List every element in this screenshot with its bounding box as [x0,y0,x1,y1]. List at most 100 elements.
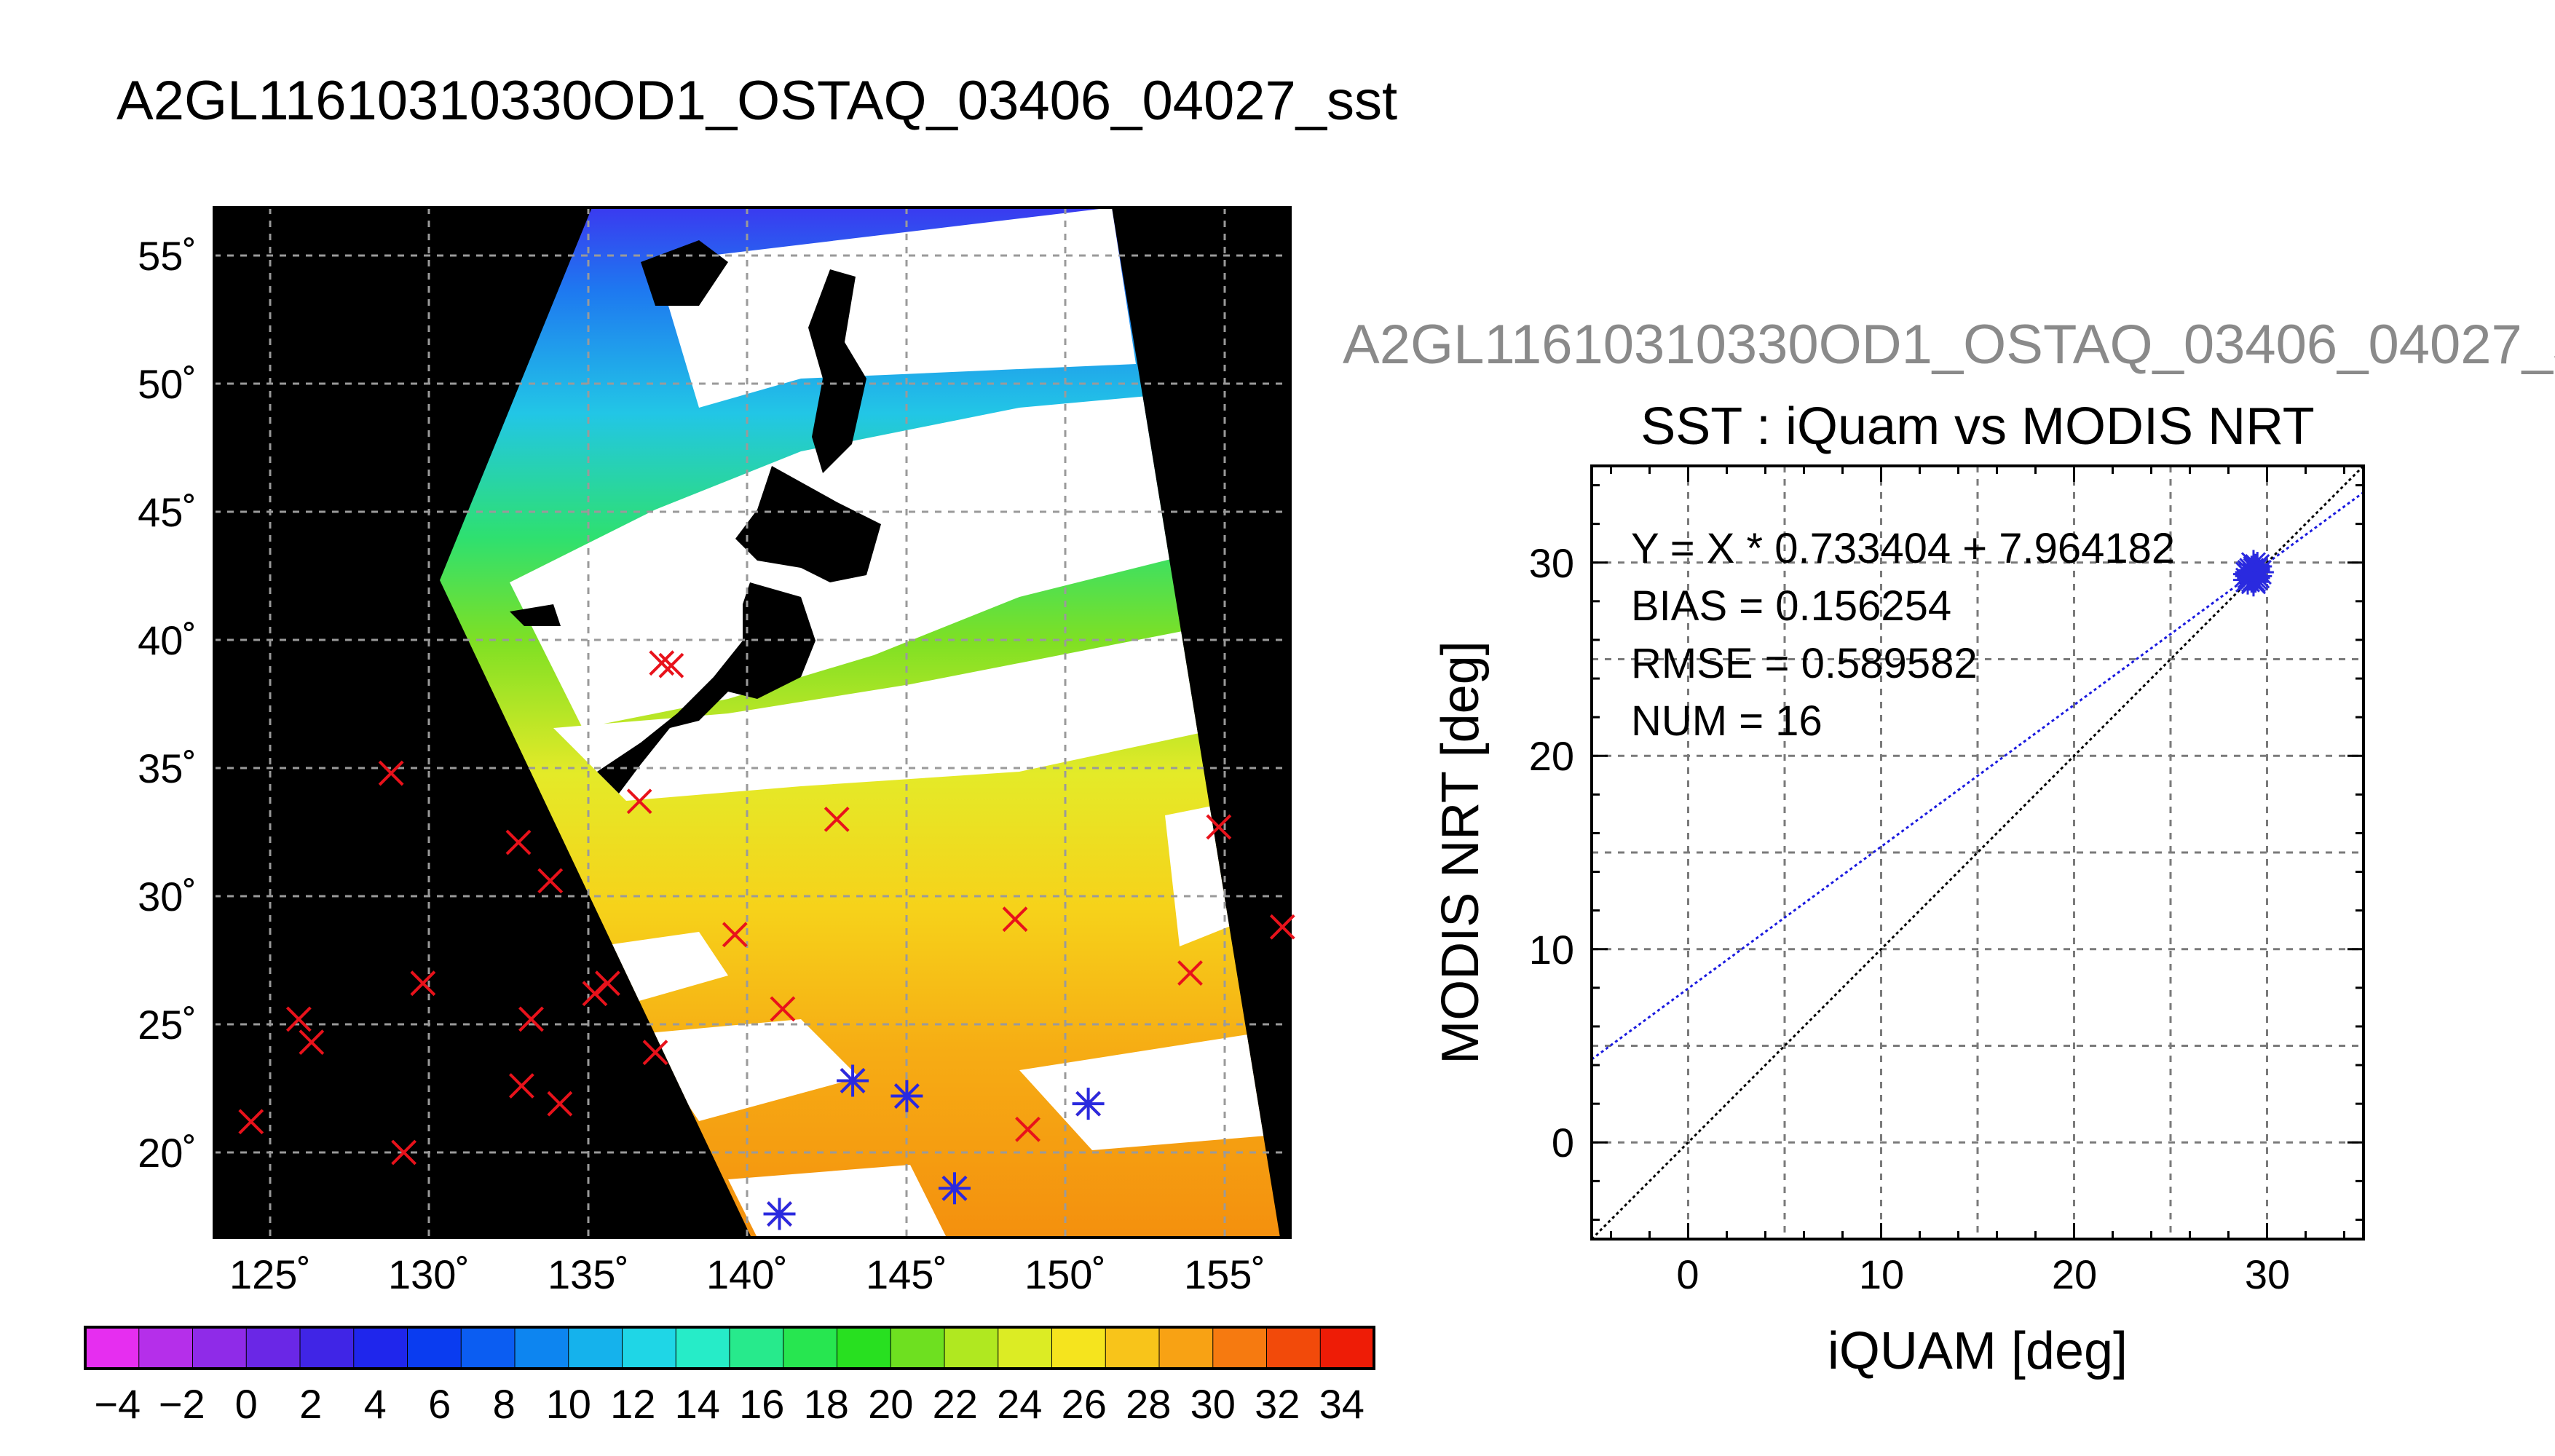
scatter-frame [1590,464,2365,1241]
buoy-marker [649,650,675,676]
match-marker [1072,1088,1105,1120]
colorbar-cell [890,1326,945,1369]
colorbar-tick-label: 12 [610,1381,655,1427]
colorbar-tick-label: 4 [364,1381,387,1427]
lat-tick: 30˚ [138,874,197,919]
cloud-cover [510,207,1267,1238]
buoy-marker [505,829,532,855]
main-title: A2GL11610310330OD1_OSTAQ_03406_04027_sst [117,70,1398,132]
x-tick: 30 [2245,1251,2290,1297]
colorbar-cell [783,1326,838,1369]
match-marker [938,1172,971,1205]
map-frame [213,206,1292,1239]
buoy-marker [642,1040,668,1066]
colorbar-cell [84,1326,140,1369]
colorbar-cell [407,1326,462,1369]
match-marker [837,1064,869,1097]
buoy-marker [378,760,404,786]
x-tick: 0 [1676,1251,1699,1297]
lat-tick: 50˚ [138,361,197,407]
match-marker [763,1198,796,1230]
colorbar-tick-label: 28 [1126,1381,1171,1427]
colorbar-tick-label: 8 [493,1381,516,1427]
colorbar-tick-label: 2 [299,1381,322,1427]
buoy-marker [1177,960,1203,986]
identity-line [1592,466,2364,1239]
buoy-marker [658,652,684,678]
buoy-marker [537,868,564,894]
colorbar-cell [944,1326,999,1369]
buoy-marker [391,1139,417,1166]
colorbar-tick-label: 16 [739,1381,784,1427]
lon-tick-labels: 125˚ 130˚ 135˚ 140˚ 145˚ 150˚ 155˚ [229,1251,1265,1297]
japan-land [510,240,881,794]
lon-tick: 155˚ [1184,1251,1265,1297]
buoy-marker [285,1006,312,1032]
colorbar-cell [192,1326,248,1369]
buoy-marker [238,1109,264,1135]
scatter-lines [1592,466,2364,1239]
scatter-points [2233,550,2274,597]
buoy-marker [508,1073,534,1099]
colorbar-labels: −4 −2 0 2 4 6 8 10 12 14 16 18 20 22 24 26 28 30 32 34 [94,1381,1365,1427]
colorbar-cell [675,1326,730,1369]
colorbar-tick-label: 14 [675,1381,720,1427]
colorbar-tick-label: −2 [159,1381,205,1427]
buoy-marker [518,1006,544,1032]
lat-tick: 20˚ [138,1130,197,1176]
buoy-marker [595,970,620,997]
lon-tick: 135˚ [548,1251,629,1297]
colorbar-cell [1105,1326,1160,1369]
colorbar-tick-label: 0 [235,1381,258,1427]
buoy-marker [582,981,608,1007]
scatter-file-title: A2GL11610310330OD1_OSTAQ_03406_04027_s [1343,314,2555,376]
scatter-gridlines [1592,466,2364,1239]
colorbar-cell [568,1326,623,1369]
fit-line [1592,491,2364,1061]
lon-tick: 125˚ [229,1251,311,1297]
buoy-marker [410,970,436,997]
y-tick: 10 [1529,927,1574,973]
buoy-marker [770,996,796,1022]
scatter-stats: Y = X * 0.733404 + 7.964182 BIAS = 0.156… [1631,525,2175,745]
num-stat: NUM = 16 [1631,697,1823,745]
match-point [2238,565,2268,595]
scatter-x-label: iQUAM [deg] [1828,1322,2128,1380]
fit-equation: Y = X * 0.733404 + 7.964182 [1631,525,2175,572]
scatter-y-label: MODIS NRT [deg] [1431,641,1490,1064]
colorbar-cell [1212,1326,1268,1369]
colorbar-tick-label: 26 [1062,1381,1107,1427]
match-marker [891,1080,923,1112]
y-tick: 30 [1529,540,1574,586]
colorbar-cell [1266,1326,1322,1369]
lon-tick: 130˚ [388,1251,470,1297]
buoy-marker [722,922,748,948]
lat-tick: 55˚ [138,233,197,279]
buoy-marker [299,1029,325,1056]
colorbar-cell [514,1326,569,1369]
colorbar-tick-label: 24 [997,1381,1042,1427]
map-markers [238,650,1295,1230]
colorbar-tick-label: 32 [1255,1381,1300,1427]
colorbar-tick-label: 20 [868,1381,913,1427]
lat-tick: 35˚ [138,745,197,791]
scatter-y-tick-labels: 0 10 20 30 [1529,540,1574,1166]
bias-stat: BIAS = 0.156254 [1631,582,1951,630]
lon-tick: 145˚ [866,1251,947,1297]
colorbar-tick-label: 34 [1319,1381,1365,1427]
buoy-marker [1002,906,1028,933]
buoy-marker [1269,914,1295,940]
buoy-marker [1015,1116,1040,1142]
colorbar-cell [245,1326,301,1369]
buoy-marker [1206,814,1232,840]
map-gridlines [214,207,1290,1238]
scatter-title: SST : iQuam vs MODIS NRT [1640,397,2315,456]
colorbar-tick-label: 22 [933,1381,978,1427]
y-tick: 20 [1529,733,1574,779]
lat-tick: 25˚ [138,1002,197,1048]
colorbar-frame [84,1326,1375,1370]
rmse-stat: RMSE = 0.589582 [1631,640,1978,687]
colorbar-cell [1158,1326,1214,1369]
